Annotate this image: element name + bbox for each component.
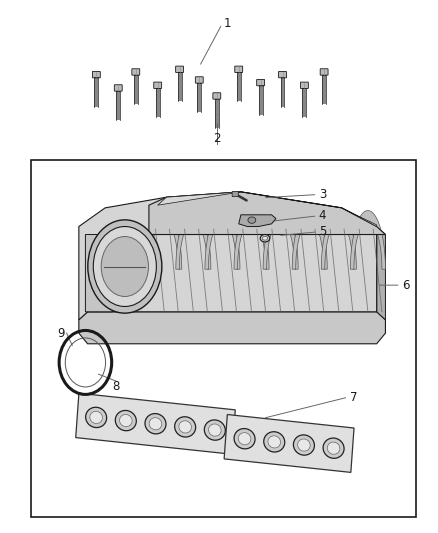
- FancyBboxPatch shape: [320, 69, 328, 75]
- Ellipse shape: [93, 227, 156, 306]
- Polygon shape: [149, 192, 385, 235]
- Bar: [197, 83, 201, 112]
- Bar: [215, 99, 219, 128]
- FancyBboxPatch shape: [235, 66, 243, 72]
- Polygon shape: [85, 235, 153, 312]
- Ellipse shape: [88, 220, 162, 313]
- Polygon shape: [234, 211, 269, 269]
- Ellipse shape: [179, 421, 191, 433]
- Ellipse shape: [149, 418, 162, 430]
- FancyBboxPatch shape: [213, 93, 221, 99]
- Polygon shape: [224, 415, 354, 472]
- Text: 1: 1: [223, 18, 231, 30]
- FancyBboxPatch shape: [279, 71, 286, 78]
- Ellipse shape: [205, 420, 225, 440]
- Ellipse shape: [101, 237, 148, 296]
- Ellipse shape: [260, 235, 270, 242]
- FancyBboxPatch shape: [257, 79, 265, 86]
- FancyBboxPatch shape: [195, 77, 203, 83]
- Polygon shape: [350, 211, 385, 269]
- Text: 7: 7: [350, 391, 357, 403]
- FancyBboxPatch shape: [114, 85, 122, 91]
- Ellipse shape: [268, 436, 281, 448]
- Polygon shape: [377, 227, 385, 320]
- Polygon shape: [239, 215, 276, 227]
- Polygon shape: [79, 312, 385, 344]
- Ellipse shape: [248, 217, 256, 223]
- Polygon shape: [79, 192, 377, 320]
- Ellipse shape: [234, 429, 255, 449]
- Bar: [156, 88, 159, 117]
- Text: 9: 9: [57, 327, 64, 340]
- Ellipse shape: [293, 435, 314, 455]
- Ellipse shape: [86, 407, 106, 427]
- FancyBboxPatch shape: [154, 82, 162, 88]
- Text: 6: 6: [402, 279, 410, 292]
- Ellipse shape: [323, 438, 344, 458]
- Bar: [302, 88, 307, 117]
- Ellipse shape: [145, 414, 166, 434]
- Polygon shape: [158, 192, 377, 227]
- Ellipse shape: [327, 442, 340, 454]
- FancyBboxPatch shape: [300, 82, 308, 88]
- Ellipse shape: [264, 432, 285, 452]
- Bar: [258, 85, 263, 115]
- FancyBboxPatch shape: [92, 71, 100, 78]
- Bar: [117, 91, 120, 120]
- Ellipse shape: [90, 411, 102, 424]
- Text: 3: 3: [319, 188, 326, 201]
- Text: 4: 4: [319, 209, 326, 222]
- Ellipse shape: [262, 237, 268, 240]
- FancyBboxPatch shape: [132, 69, 140, 75]
- Polygon shape: [205, 211, 240, 269]
- Text: 5: 5: [319, 225, 326, 238]
- Ellipse shape: [297, 439, 310, 451]
- Bar: [134, 75, 138, 104]
- Bar: [31, 160, 416, 517]
- Text: 2: 2: [213, 132, 221, 145]
- Polygon shape: [321, 211, 357, 269]
- Ellipse shape: [120, 415, 132, 426]
- Polygon shape: [147, 211, 182, 269]
- Polygon shape: [176, 211, 211, 269]
- Bar: [237, 72, 241, 101]
- Polygon shape: [263, 211, 298, 269]
- Ellipse shape: [175, 417, 196, 437]
- FancyBboxPatch shape: [176, 66, 184, 72]
- FancyBboxPatch shape: [232, 191, 238, 197]
- Ellipse shape: [115, 410, 136, 431]
- Polygon shape: [76, 393, 235, 454]
- Ellipse shape: [208, 424, 221, 436]
- Bar: [322, 75, 326, 104]
- Polygon shape: [292, 211, 327, 269]
- Bar: [177, 72, 181, 101]
- Ellipse shape: [238, 433, 251, 445]
- Text: 8: 8: [113, 380, 120, 393]
- Bar: [94, 77, 98, 107]
- Bar: [281, 77, 285, 107]
